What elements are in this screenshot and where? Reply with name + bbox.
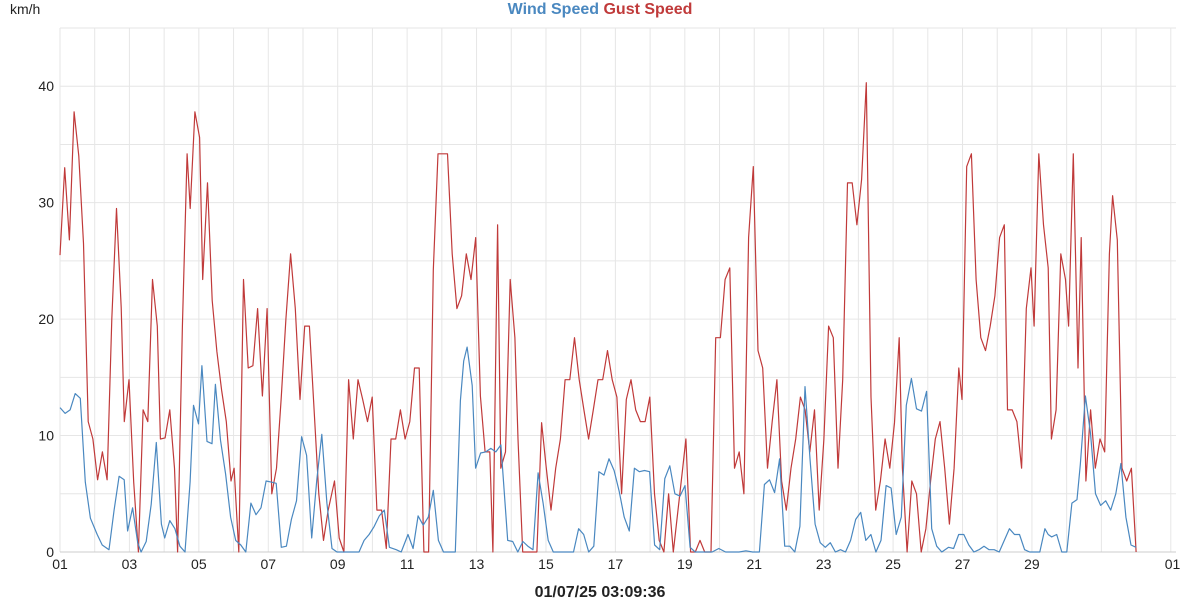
x-tick-label: 05	[191, 556, 207, 572]
x-tick-label: 03	[122, 556, 138, 572]
x-tick-label: 23	[816, 556, 832, 572]
series-lines	[59, 82, 1137, 553]
x-tick-label: 01	[1165, 556, 1181, 572]
x-tick-label: 25	[885, 556, 901, 572]
footer-timestamp: 01/07/25 03:09:36	[534, 584, 666, 601]
x-tick-label: 15	[538, 556, 554, 572]
legend-wind-speed: Wind Speed	[507, 1, 600, 18]
chart-title: Wind Speed Gust Speed	[0, 0, 1200, 20]
legend-gust-speed: Gust Speed	[603, 1, 693, 18]
gust-speed-line	[59, 82, 1137, 553]
x-tick-label: 13	[469, 556, 485, 572]
wind-speed-line	[59, 346, 1137, 553]
x-tick-label: 21	[746, 556, 762, 572]
y-tick-label: 0	[46, 544, 54, 560]
x-tick-label: 29	[1024, 556, 1040, 572]
x-tick-label: 01	[52, 556, 68, 572]
y-axis-ticks: 0 10 20 30 40	[38, 78, 54, 560]
y-tick-label: 10	[38, 428, 54, 444]
y-tick-label: 40	[38, 78, 54, 94]
y-tick-label: 20	[38, 311, 54, 327]
x-tick-label: 09	[330, 556, 346, 572]
x-tick-label: 27	[955, 556, 971, 572]
y-axis-unit-label: km/h	[10, 1, 41, 17]
x-tick-label: 11	[400, 556, 415, 572]
x-tick-label: 07	[260, 556, 276, 572]
x-axis-ticks: 01 03 05 07 09 11 13 15 17 19 21 23 25 27 29 01	[52, 556, 1180, 572]
x-tick-label: 17	[608, 556, 624, 572]
x-tick-label: 19	[677, 556, 693, 572]
grid-lines	[59, 27, 1176, 553]
y-tick-label: 30	[38, 195, 54, 211]
